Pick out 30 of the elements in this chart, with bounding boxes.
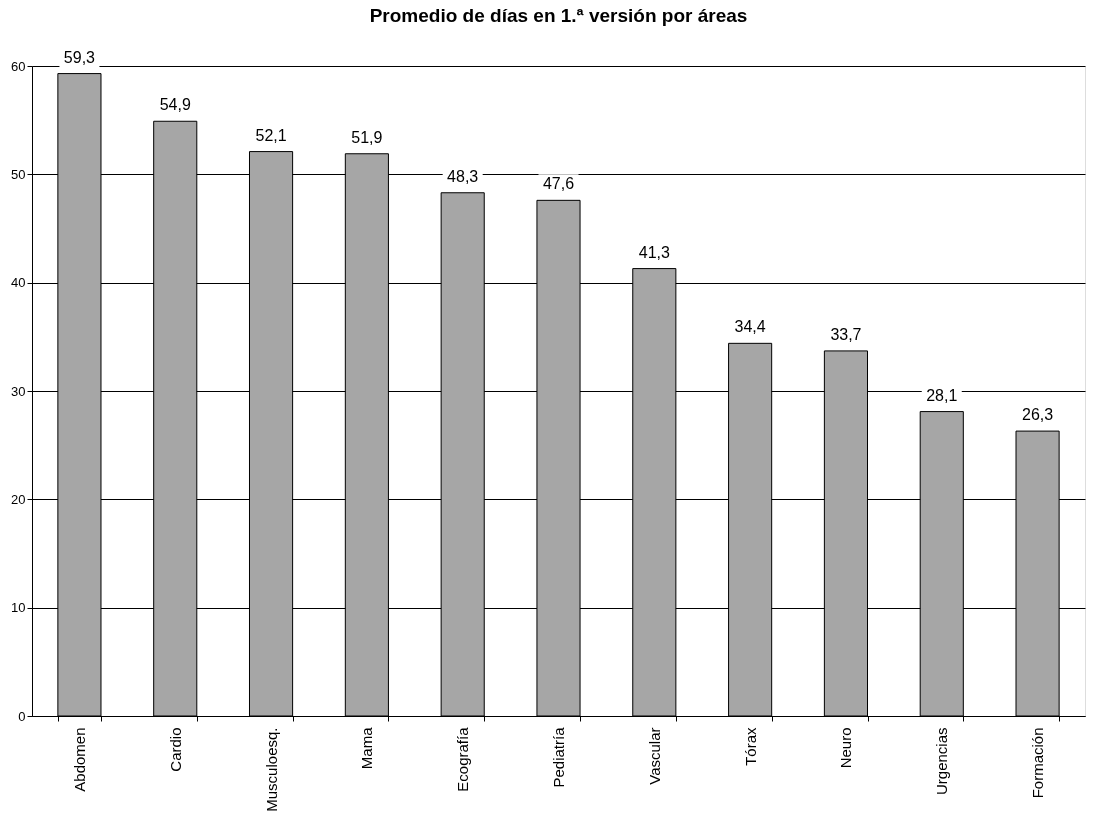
data-label: 47,6 (542, 175, 575, 193)
x-tick-label: Formación (1029, 727, 1047, 799)
x-tick-label: Musculoesq. (262, 727, 280, 812)
x-tick-label: Cardio (166, 727, 184, 772)
y-tick-label: 50 (11, 166, 26, 182)
y-tick-label: 40 (11, 275, 26, 291)
data-label: 26,3 (1022, 406, 1054, 424)
x-tick-label: Abdomen (70, 727, 88, 792)
data-label: 48,3 (447, 167, 479, 185)
x-tick-label: Tórax (741, 727, 759, 766)
x-tick-label: Neuro (837, 727, 855, 769)
y-tick-label: 0 (18, 708, 26, 724)
x-tick-label: Pediatría (550, 726, 567, 788)
x-tick-label: Vascular (645, 727, 663, 785)
data-label: 33,7 (830, 325, 862, 343)
y-tick-label: 10 (11, 600, 26, 616)
data-label: 52,1 (255, 126, 287, 144)
y-tick-label: 30 (11, 383, 26, 399)
data-label: 41,3 (638, 243, 670, 261)
data-label: 28,1 (926, 386, 958, 404)
chart-title: Promedio de días en 1.ª versión por áreas (369, 4, 748, 26)
x-tick-label: Mama (358, 726, 376, 770)
data-label: 34,4 (734, 318, 766, 336)
x-tick-label: Ecografía (454, 726, 472, 792)
data-label: 51,9 (351, 128, 383, 146)
data-label: 59,3 (63, 48, 96, 66)
y-tick-label: 20 (11, 491, 26, 507)
y-tick-label: 60 (11, 58, 26, 74)
data-label: 54,9 (159, 96, 191, 114)
x-tick-label: Urgencias (933, 727, 951, 796)
